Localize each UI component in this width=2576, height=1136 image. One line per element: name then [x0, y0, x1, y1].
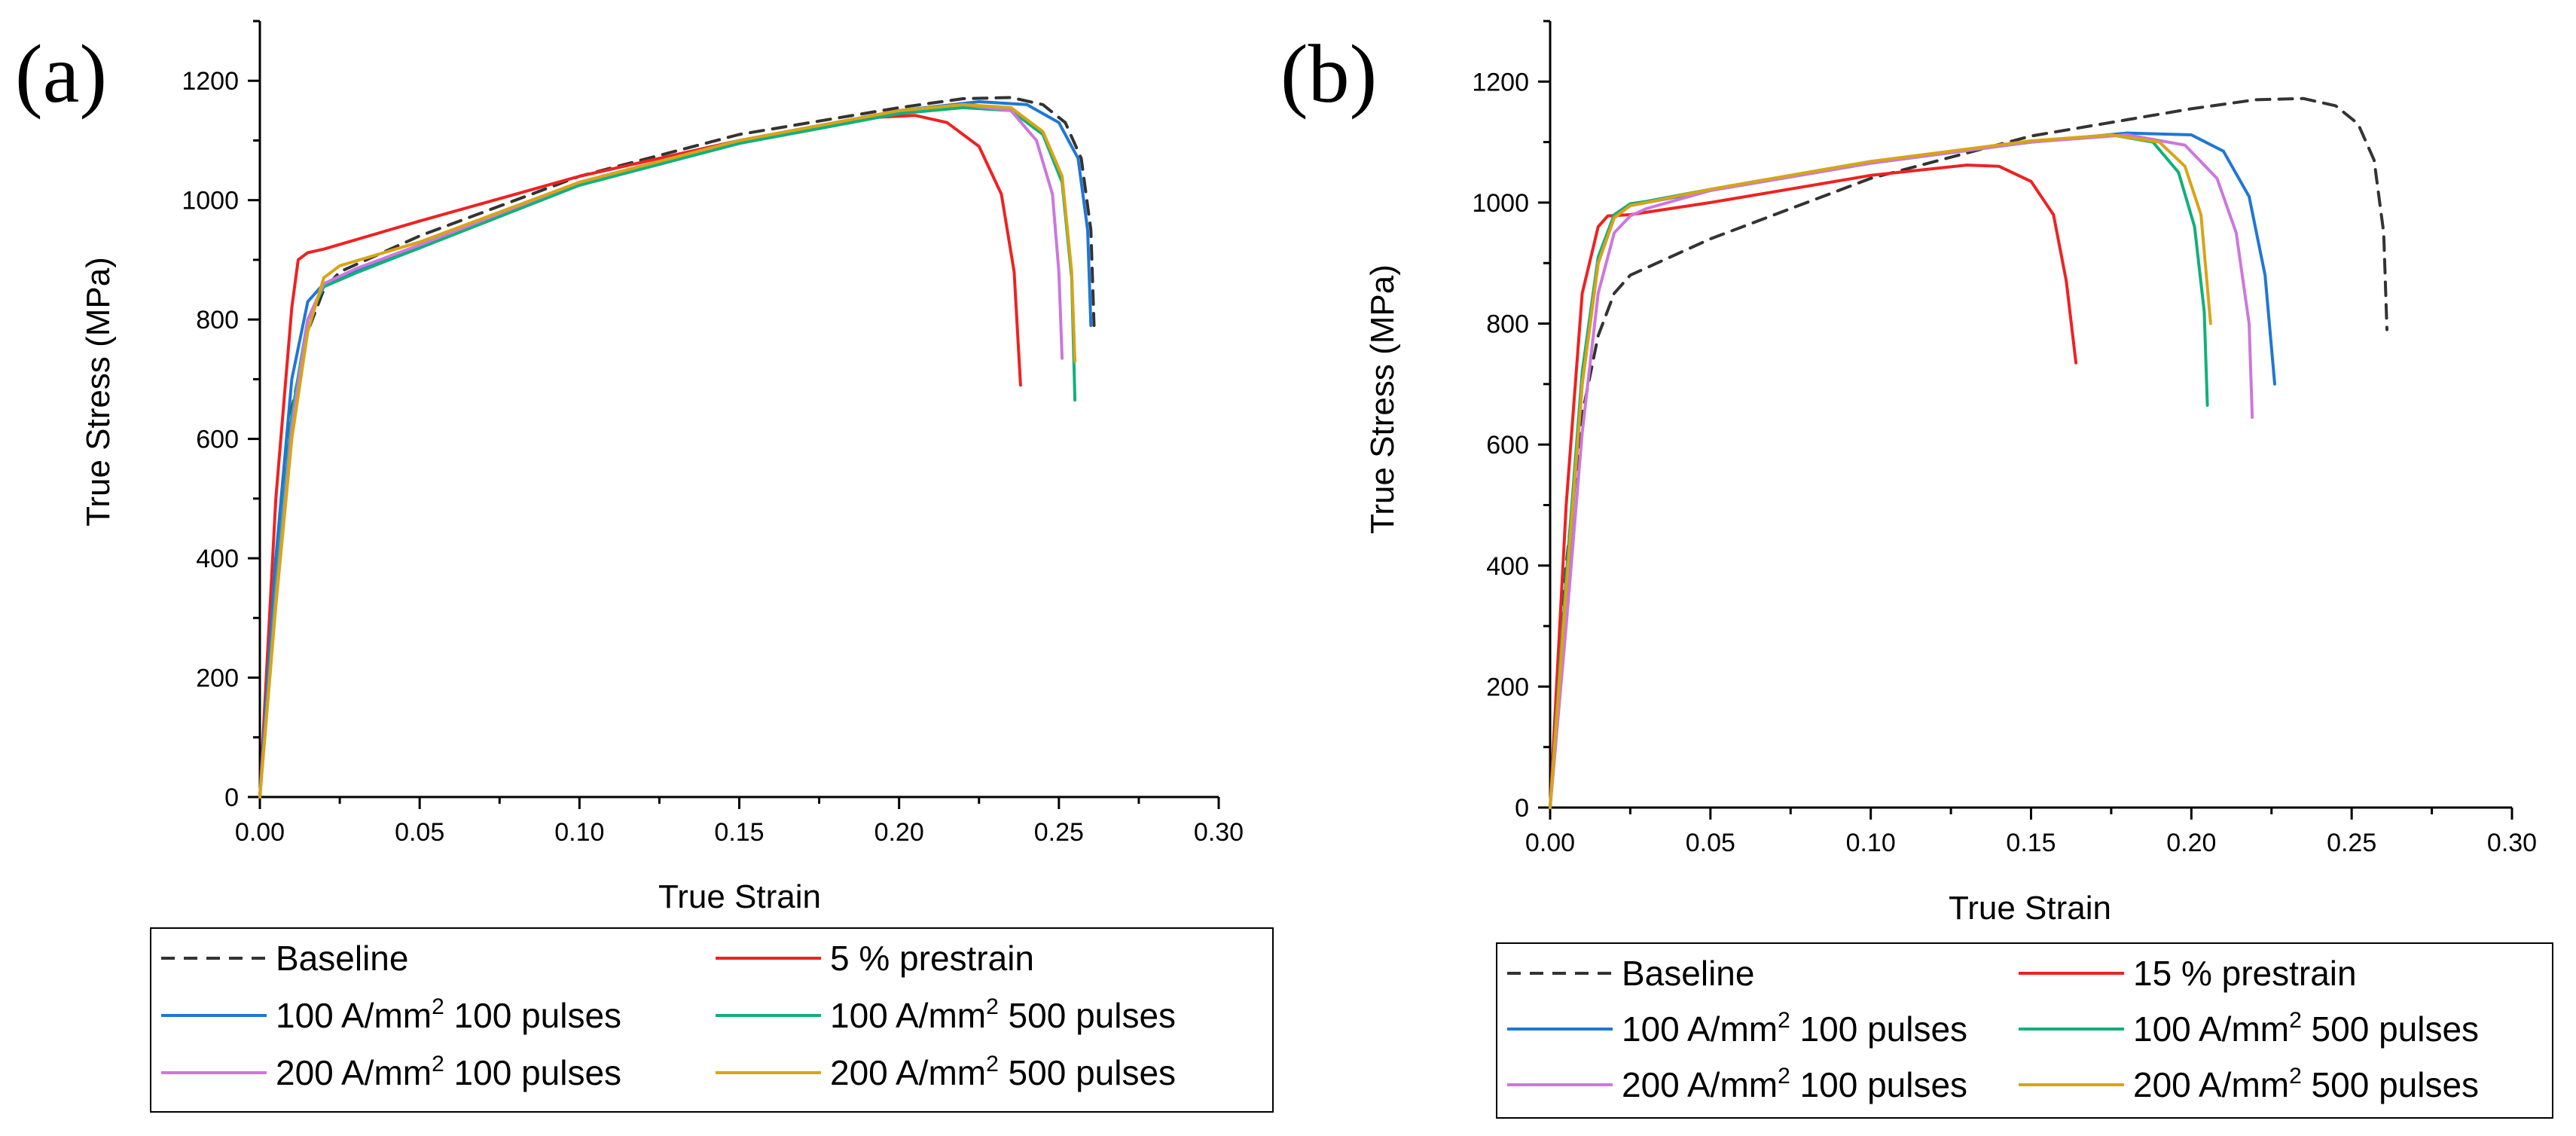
chart-panel-a: (a) True Stress (MPa) True Strain 0.00 0.… [15, 20, 1274, 1113]
panel-label-a: (a) [15, 28, 107, 120]
legend-label-a100p500: 100 A/mm2 500 pulses [2133, 1008, 2479, 1049]
y-tick-label: 1000 [1472, 189, 1529, 218]
x-tick-label: 0.30 [1194, 818, 1244, 847]
legend-label-prestrain: 15 % prestrain [2133, 954, 2357, 993]
x-tick-label: 0.25 [2327, 829, 2376, 857]
series-line-baseline [1549, 96, 2388, 809]
y-tick-label: 0 [224, 783, 239, 812]
x-tick-label: 0.05 [395, 818, 444, 847]
legend-label-baseline: Baseline [276, 939, 408, 978]
legend-box [150, 927, 1274, 1113]
y-tick-label: 400 [196, 545, 239, 573]
legend-label-a200p100: 200 A/mm2 100 pulses [276, 1052, 621, 1092]
legend-label-a100p100: 100 A/mm2 100 pulses [1622, 1008, 1967, 1049]
plot-area-a: 0.00 0.05 0.10 0.15 0.20 0.25 0.30 0 200 400 600 80… [182, 20, 1244, 847]
series-line-a200p500 [258, 102, 1077, 799]
legend-a: Baseline 5 % prestrain 100 A/mm2 100 pulse… [150, 927, 1274, 1113]
x-tick-label: 0.20 [2166, 829, 2216, 857]
plot-area-b: 0.00 0.05 0.10 0.15 0.20 0.25 0.30 0 200 400 600 80… [1472, 20, 2537, 857]
series-line-a100p100 [258, 100, 1093, 799]
x-tick-label: 0.30 [2487, 829, 2537, 857]
legend-label-baseline: Baseline [1622, 954, 1754, 993]
x-axis-title-b: True Strain [1949, 890, 2111, 927]
y-tick-label: 1200 [182, 67, 239, 96]
series-line-prestrain [1549, 163, 2078, 809]
legend-label-a100p100: 100 A/mm2 100 pulses [276, 994, 621, 1035]
y-tick-label: 200 [196, 664, 239, 693]
y-tick-label: 400 [1486, 552, 1529, 581]
series-line-baseline [258, 96, 1096, 799]
x-axis-title-a: True Strain [658, 878, 821, 915]
series-line-a200p100 [258, 102, 1064, 799]
series-line-a200p100 [1549, 133, 2254, 809]
panel-label-b: (b) [1280, 28, 1377, 120]
series-line-a100p500 [258, 105, 1077, 799]
chart-panel-b: (b) True Stress (MPa) True Strain 0.00 0.… [1280, 20, 2553, 1119]
y-axis-title-a: True Stress (MPa) [80, 257, 117, 527]
legend-label-a200p500: 200 A/mm2 500 pulses [2133, 1064, 2479, 1104]
x-tick-label: 0.10 [1846, 829, 1896, 857]
y-axis-title-b: True Stress (MPa) [1364, 264, 1401, 534]
x-tick-label: 0.00 [235, 818, 285, 847]
y-tick-label: 1000 [182, 187, 239, 215]
y-tick-label: 600 [196, 426, 239, 454]
x-tick-label: 0.20 [874, 818, 924, 847]
y-tick-label: 1200 [1472, 68, 1529, 96]
x-tick-label: 0.15 [714, 818, 764, 847]
y-tick-label: 0 [1515, 794, 1529, 823]
series-line-a100p100 [1549, 131, 2276, 809]
legend-label-prestrain: 5 % prestrain [830, 939, 1034, 978]
y-tick-label: 600 [1486, 431, 1529, 460]
x-tick-label: 0.00 [1525, 829, 1575, 857]
y-tick-label: 200 [1486, 673, 1529, 701]
series-line-a200p500 [1549, 133, 2212, 809]
y-tick-label: 800 [196, 306, 239, 334]
series-line-a100p500 [1549, 133, 2209, 809]
y-tick-label: 800 [1486, 310, 1529, 339]
legend-label-a200p100: 200 A/mm2 100 pulses [1622, 1064, 1967, 1104]
x-tick-label: 0.15 [2006, 829, 2056, 857]
legend-b: Baseline 15 % prestrain 100 A/mm2 100 puls… [1496, 942, 2553, 1119]
legend-label-a200p500: 200 A/mm2 500 pulses [830, 1052, 1176, 1092]
series-line-prestrain [258, 114, 1022, 799]
x-tick-label: 0.10 [554, 818, 604, 847]
x-tick-label: 0.05 [1686, 829, 1735, 857]
x-tick-label: 0.25 [1034, 818, 1084, 847]
legend-label-a100p500: 100 A/mm2 500 pulses [830, 994, 1176, 1035]
